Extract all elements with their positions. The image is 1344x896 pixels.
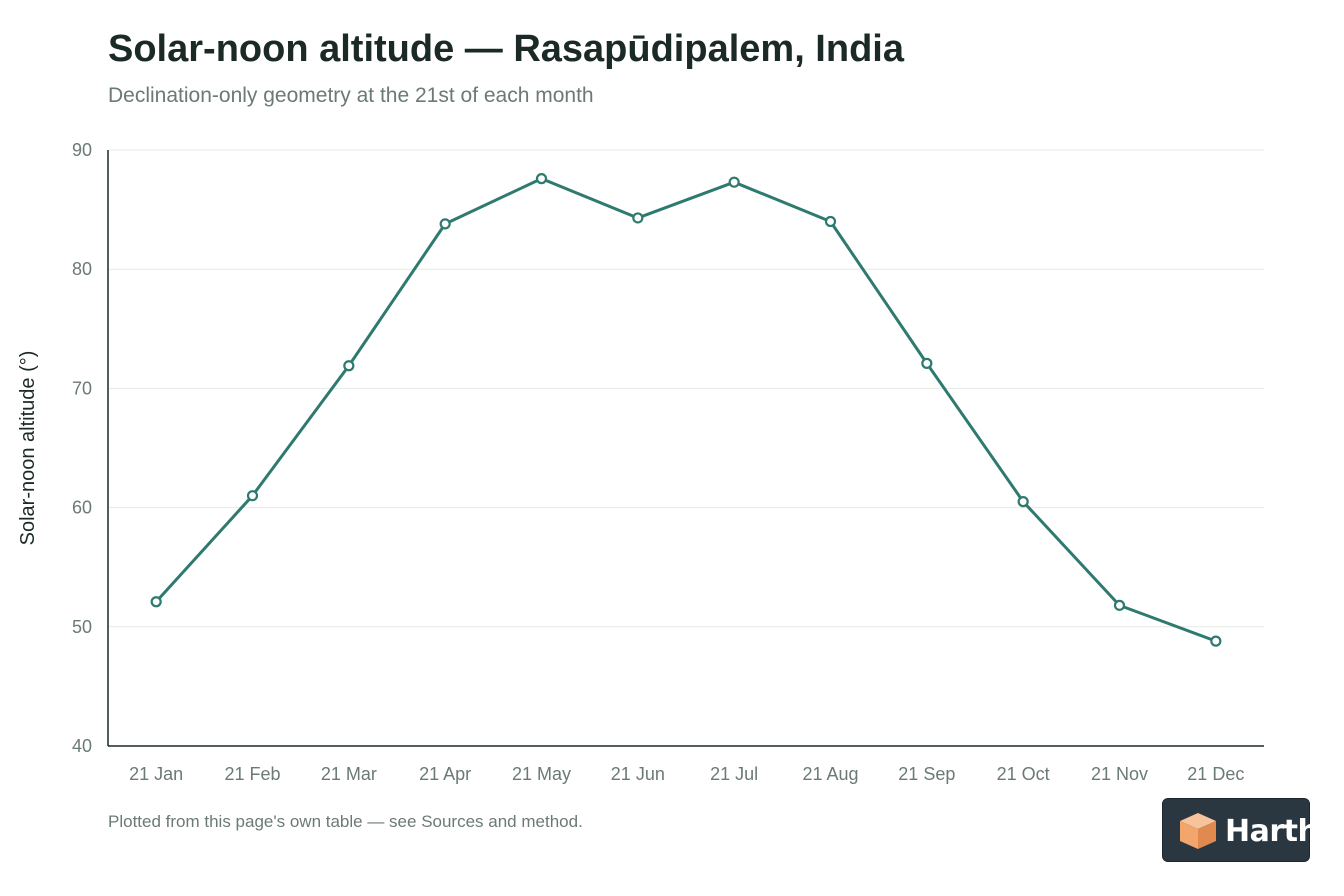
y-tick-label: 40 (72, 736, 92, 756)
y-tick-label: 70 (72, 378, 92, 398)
data-point (824, 215, 837, 228)
chart-subtitle: Declination-only geometry at the 21st of… (108, 84, 594, 107)
footer-note: Plotted from this page's own table — see… (108, 812, 583, 831)
chart-title: Solar-noon altitude — Rasapūdipalem, Ind… (108, 28, 904, 70)
x-tick-label: 21 Oct (997, 764, 1050, 784)
data-point (535, 173, 548, 185)
data-point (1210, 635, 1222, 647)
x-tick-label: 21 Jun (611, 764, 665, 784)
x-tick-label: 21 May (512, 764, 571, 784)
data-point (728, 176, 740, 188)
x-tick-label: 21 Jul (710, 764, 758, 784)
x-tick-label: 21 Sep (898, 764, 955, 784)
x-tick-label: 21 Feb (224, 764, 280, 784)
data-point (1017, 496, 1029, 508)
line-chart: 40 50 60 70 80 90 21 Jan 21 Feb 21 Mar 21 Apr 21 M… (17, 140, 1264, 784)
badge-label: Harth (1225, 814, 1319, 849)
data-point (150, 596, 162, 608)
x-tick-label: 21 Apr (419, 764, 471, 784)
y-axis-label: Solar-noon altitude (°) (17, 351, 39, 546)
series-line (154, 177, 1218, 643)
y-tick-label: 80 (72, 259, 92, 279)
data-point (246, 490, 259, 502)
data-point (1113, 599, 1126, 611)
x-tick-label: 21 Nov (1091, 764, 1148, 784)
data-point (921, 357, 933, 369)
y-tick-label: 50 (72, 617, 92, 637)
y-tick-label: 90 (72, 140, 92, 160)
data-point (439, 218, 451, 230)
x-tick-label: 21 Dec (1187, 764, 1244, 784)
harth-badge[interactable]: Harth (1162, 798, 1319, 862)
x-tick-label: 21 Aug (802, 764, 858, 784)
y-tick-label: 60 (72, 498, 92, 518)
x-tick-label: 21 Mar (321, 764, 377, 784)
data-point (632, 212, 644, 224)
data-point (343, 360, 355, 372)
x-tick-label: 21 Jan (129, 764, 183, 784)
cube-logo-icon (1180, 813, 1216, 849)
